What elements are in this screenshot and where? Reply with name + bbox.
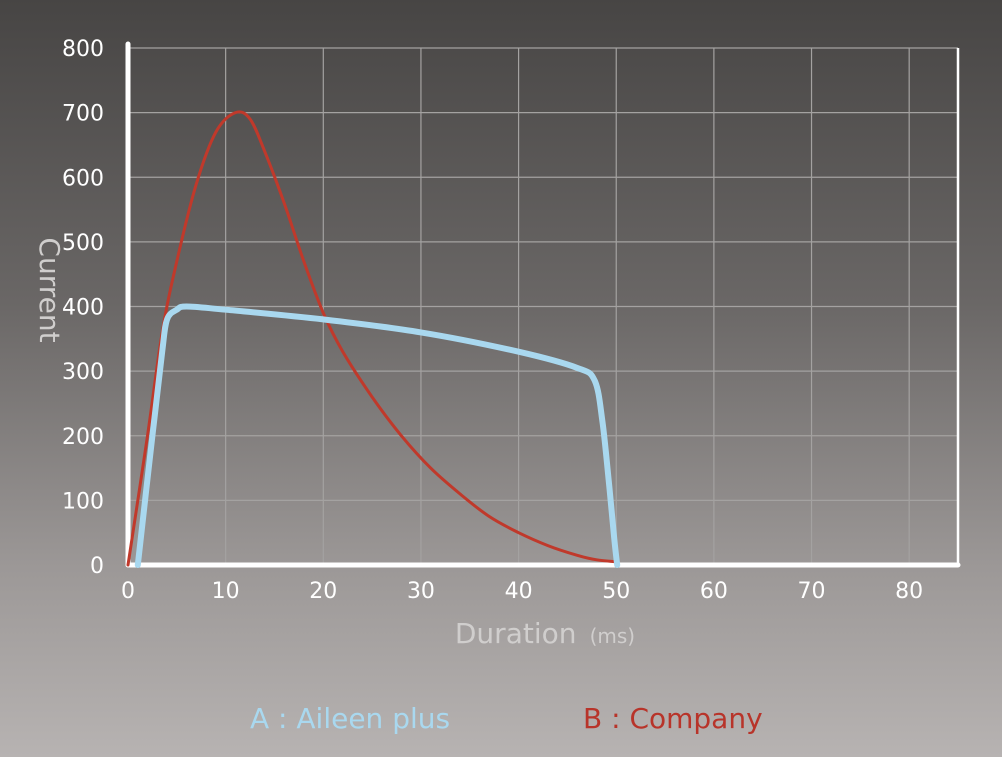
y-tick-label-100: 100 [62,489,104,514]
series-line-aileen-plus [134,303,621,568]
y-tick-label-300: 300 [62,360,104,385]
y-tick-label-700: 700 [62,102,104,127]
x-axis-title: Duration (ms) [455,617,635,650]
x-tick-labels: 0 10 20 30 40 50 60 70 80 [121,579,923,604]
y-tick-label-500: 500 [62,231,104,256]
x-tick-label-60: 60 [700,579,728,604]
x-tick-label-30: 30 [407,579,435,604]
x-tick-label-0: 0 [121,579,135,604]
x-tick-label-40: 40 [505,579,533,604]
y-axis-title: Current [33,237,66,342]
y-tick-label-400: 400 [62,296,104,321]
legend-item-b: B : Company [583,702,763,735]
x-tick-label-10: 10 [212,579,240,604]
y-tick-label-600: 600 [62,166,104,191]
x-axis-title-text: Duration [455,617,577,650]
y-tick-label-200: 200 [62,425,104,450]
series-lines [126,110,621,568]
x-tick-label-20: 20 [309,579,337,604]
axes [125,41,961,568]
y-tick-label-800: 800 [62,37,104,62]
y-tick-labels: 0 100 200 300 400 500 600 700 800 [62,37,104,579]
y-tick-label-0: 0 [90,554,104,579]
series-line-company [126,110,618,567]
x-axis-unit: (ms) [590,624,636,648]
x-tick-label-70: 70 [798,579,826,604]
grid-lines [128,47,960,565]
legend-item-a: A : Aileen plus [250,702,450,735]
x-tick-label-50: 50 [602,579,630,604]
x-tick-label-80: 80 [895,579,923,604]
